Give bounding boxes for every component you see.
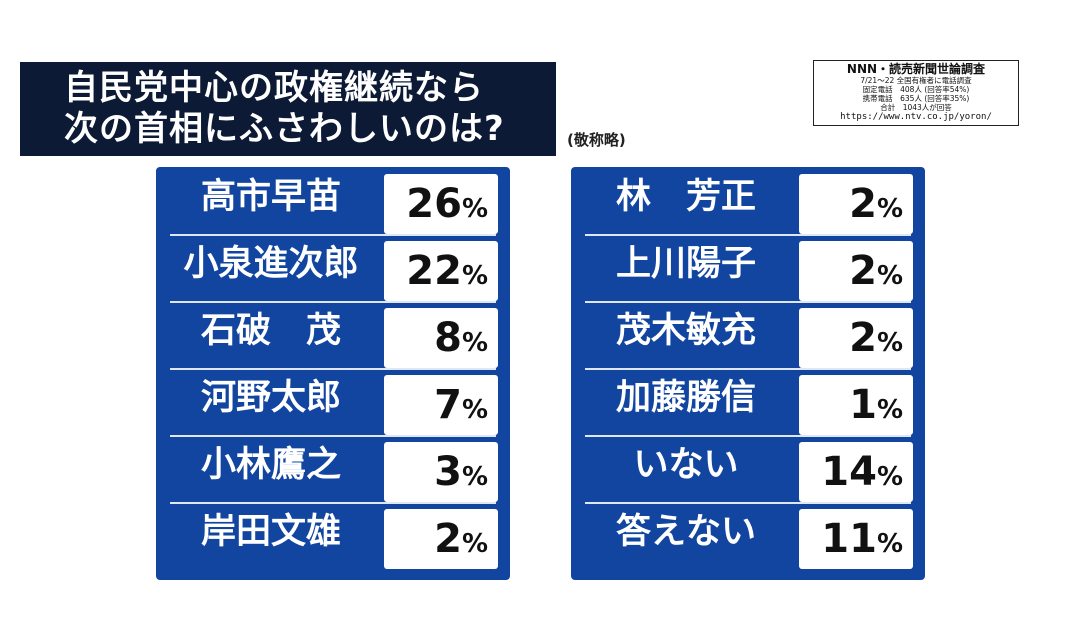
percentage-box: 2% bbox=[384, 509, 498, 569]
percentage-box: 26% bbox=[384, 174, 498, 234]
percent-sign: % bbox=[461, 529, 488, 559]
result-row: 河野太郎 7% bbox=[156, 368, 510, 437]
percentage-value: 2 bbox=[849, 248, 877, 294]
percentage-value: 2 bbox=[434, 516, 462, 562]
percent-sign: % bbox=[876, 261, 903, 291]
source-line-4: 合計 1043人が回答 bbox=[880, 103, 952, 112]
row-divider bbox=[170, 502, 496, 504]
percentage-value: 1 bbox=[849, 382, 877, 428]
percentage-box: 2% bbox=[799, 174, 913, 234]
percent-sign: % bbox=[461, 462, 488, 492]
row-divider bbox=[170, 368, 496, 370]
candidate-name: 岸田文雄 bbox=[200, 512, 341, 552]
percentage-value: 2 bbox=[849, 315, 877, 361]
percent-sign: % bbox=[876, 328, 903, 358]
percent-sign: % bbox=[876, 194, 903, 224]
result-row: 林 芳正 2% bbox=[571, 167, 925, 236]
result-row: 小林鷹之 3% bbox=[156, 435, 510, 504]
percentage-box: 14% bbox=[799, 442, 913, 502]
candidate-name: 茂木敏充 bbox=[615, 311, 756, 351]
percentage-value: 14 bbox=[821, 449, 877, 495]
percentage-value: 8 bbox=[434, 315, 462, 361]
result-row: いない 14% bbox=[571, 435, 925, 504]
percentage-box: 8% bbox=[384, 308, 498, 368]
result-row: 高市早苗 26% bbox=[156, 167, 510, 236]
source-line-1: 7/21〜22 全国有権者に電話調査 bbox=[860, 76, 972, 85]
title-banner: 自民党中心の政権継続なら 次の首相にふさわしいのは? bbox=[20, 62, 556, 156]
percentage-box: 1% bbox=[799, 375, 913, 435]
result-row: 上川陽子 2% bbox=[571, 234, 925, 303]
percentage-box: 7% bbox=[384, 375, 498, 435]
source-url: https://www.ntv.co.jp/yoron/ bbox=[840, 112, 992, 122]
candidate-name: 答えない bbox=[615, 512, 756, 552]
percentage-box: 22% bbox=[384, 241, 498, 301]
row-divider bbox=[170, 301, 496, 303]
results-panel-left: 高市早苗 26% 小泉進次郎 22% 石破 茂 8% 河野太郎 7% 小林鷹之 3% 岸田文雄 2% bbox=[156, 167, 510, 580]
percent-sign: % bbox=[876, 529, 903, 559]
candidate-name: いない bbox=[633, 445, 739, 485]
row-divider bbox=[585, 368, 911, 370]
row-divider bbox=[585, 502, 911, 504]
candidate-name: 河野太郎 bbox=[200, 378, 341, 418]
results-panel-right: 林 芳正 2% 上川陽子 2% 茂木敏充 2% 加藤勝信 1% いない 14% 答えない 11% bbox=[571, 167, 925, 580]
survey-source-box: NNN・読売新聞世論調査 7/21〜22 全国有権者に電話調査 固定電話 408… bbox=[813, 60, 1019, 126]
result-row: 答えない 11% bbox=[571, 502, 925, 569]
row-divider bbox=[585, 435, 911, 437]
candidate-name: 林 芳正 bbox=[615, 177, 756, 217]
percent-sign: % bbox=[876, 462, 903, 492]
row-divider bbox=[170, 435, 496, 437]
result-row: 石破 茂 8% bbox=[156, 301, 510, 370]
percent-sign: % bbox=[461, 328, 488, 358]
percentage-value: 7 bbox=[434, 382, 462, 428]
percentage-value: 3 bbox=[434, 449, 462, 495]
percentage-box: 2% bbox=[799, 308, 913, 368]
percentage-value: 11 bbox=[821, 516, 877, 562]
candidate-name: 小泉進次郎 bbox=[183, 244, 359, 284]
percentage-value: 2 bbox=[849, 181, 877, 227]
candidate-name: 石破 茂 bbox=[200, 311, 341, 351]
percentage-box: 2% bbox=[799, 241, 913, 301]
row-divider bbox=[585, 234, 911, 236]
result-row: 岸田文雄 2% bbox=[156, 502, 510, 569]
percent-sign: % bbox=[461, 261, 488, 291]
percentage-value: 26 bbox=[406, 181, 462, 227]
source-line-3: 携帯電話 635人 (回答率35%) bbox=[862, 94, 970, 103]
percentage-box: 11% bbox=[799, 509, 913, 569]
title-line-2: 次の首相にふさわしいのは? bbox=[64, 109, 505, 149]
result-row: 加藤勝信 1% bbox=[571, 368, 925, 437]
percent-sign: % bbox=[461, 194, 488, 224]
percent-sign: % bbox=[876, 395, 903, 425]
source-line-2: 固定電話 408人 (回答率54%) bbox=[862, 85, 970, 94]
percentage-value: 22 bbox=[406, 248, 462, 294]
percentage-box: 3% bbox=[384, 442, 498, 502]
source-title: NNN・読売新聞世論調査 bbox=[846, 62, 986, 76]
title-line-1: 自民党中心の政権継続なら bbox=[64, 68, 484, 108]
candidate-name: 小林鷹之 bbox=[200, 445, 341, 485]
percent-sign: % bbox=[461, 395, 488, 425]
honorific-note: (敬称略) bbox=[567, 131, 626, 149]
result-row: 小泉進次郎 22% bbox=[156, 234, 510, 303]
candidate-name: 加藤勝信 bbox=[615, 378, 756, 418]
row-divider bbox=[585, 301, 911, 303]
result-row: 茂木敏充 2% bbox=[571, 301, 925, 370]
candidate-name: 上川陽子 bbox=[615, 244, 756, 284]
candidate-name: 高市早苗 bbox=[200, 177, 341, 217]
row-divider bbox=[170, 234, 496, 236]
